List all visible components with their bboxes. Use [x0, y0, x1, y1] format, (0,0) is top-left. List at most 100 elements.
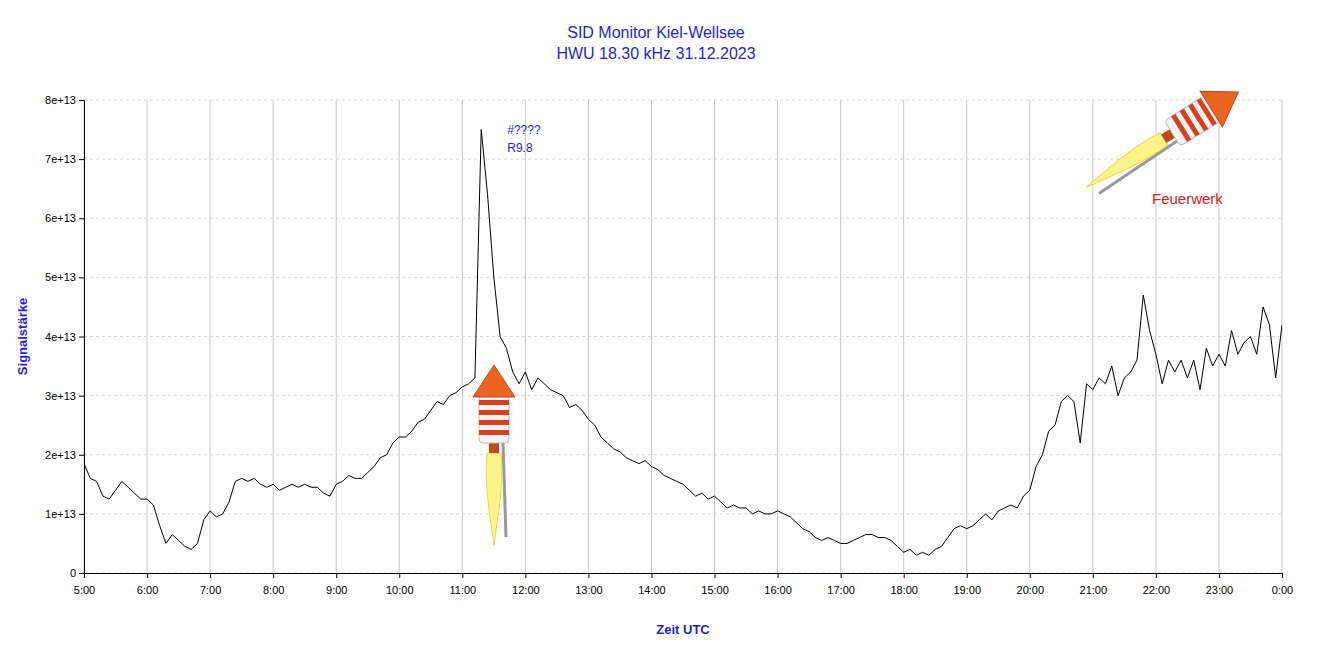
x-tick-mark	[525, 573, 526, 578]
y-tick: 0	[70, 567, 84, 579]
x-tick: 10:00	[386, 573, 414, 596]
x-tick-mark	[651, 573, 652, 578]
rocket-nose	[1200, 74, 1249, 127]
x-tick-label: 8:00	[263, 584, 284, 596]
x-grid-line	[525, 100, 526, 573]
y-tick: 6e+13	[45, 212, 84, 224]
x-tick: 18:00	[890, 573, 918, 596]
flare-id-annotation: #????	[507, 123, 541, 137]
x-tick: 12:00	[512, 573, 540, 596]
y-grid-line	[84, 336, 1282, 337]
chart-container: 5:006:007:008:009:0010:0011:0012:0013:00…	[0, 0, 1342, 655]
x-tick-mark	[273, 573, 274, 578]
x-tick-label: 17:00	[827, 584, 855, 596]
x-tick-label: 23:00	[1206, 584, 1234, 596]
x-tick: 21:00	[1080, 573, 1108, 596]
y-grid-line	[84, 159, 1282, 160]
rocket-stick	[503, 443, 506, 537]
x-tick-mark	[841, 573, 842, 578]
rocket-nose	[473, 365, 515, 397]
y-tick: 4e+13	[45, 331, 84, 343]
plot-area	[84, 130, 1282, 556]
x-tick: 9:00	[326, 573, 347, 596]
x-tick-label: 18:00	[890, 584, 918, 596]
x-tick-mark	[1030, 573, 1031, 578]
flare-class-annotation: R9.8	[507, 141, 533, 155]
rocket-stripe	[479, 430, 509, 435]
x-tick: 6:00	[137, 573, 158, 596]
x-tick: 19:00	[953, 573, 981, 596]
x-tick-label: 14:00	[638, 584, 666, 596]
y-grid-line	[84, 513, 1282, 514]
x-tick-mark	[462, 573, 463, 578]
x-tick-mark	[778, 573, 779, 578]
rocket-body	[479, 395, 509, 443]
x-tick-mark	[336, 573, 337, 578]
x-axis-title: Zeit UTC	[656, 622, 710, 637]
x-tick-mark	[399, 573, 400, 578]
y-tick-label: 0	[70, 567, 76, 579]
y-axis-title: Signalstärke	[15, 298, 30, 375]
x-tick-mark	[904, 573, 905, 578]
x-tick-mark	[147, 573, 148, 578]
x-tick-label: 13:00	[575, 584, 603, 596]
y-tick-mark	[79, 514, 84, 515]
y-grid-line	[84, 395, 1282, 396]
y-tick-mark	[79, 277, 84, 278]
x-tick: 23:00	[1206, 573, 1234, 596]
x-tick: 22:00	[1143, 573, 1171, 596]
y-tick-label: 8e+13	[45, 94, 76, 106]
chart-svg: 5:006:007:008:009:0010:0011:0012:0013:00…	[0, 0, 1342, 655]
x-tick-mark	[1282, 573, 1283, 578]
x-tick-label: 19:00	[953, 584, 981, 596]
x-tick: 7:00	[200, 573, 221, 596]
y-tick-label: 1e+13	[45, 508, 76, 520]
title: SID Monitor Kiel-Wellsee	[567, 24, 745, 41]
y-tick: 8e+13	[45, 94, 84, 106]
y-tick: 1e+13	[45, 508, 84, 520]
subtitle: HWU 18.30 kHz 31.12.2023	[556, 45, 755, 62]
rocket-stripe	[479, 400, 509, 405]
y-tick-label: 4e+13	[45, 331, 76, 343]
x-tick-mark	[967, 573, 968, 578]
x-axis: 5:006:007:008:009:0010:0011:0012:0013:00…	[74, 573, 1293, 596]
x-tick: 15:00	[701, 573, 729, 596]
y-tick: 7e+13	[45, 153, 84, 165]
x-tick-label: 9:00	[326, 584, 347, 596]
x-tick-label: 0:00	[1272, 584, 1293, 596]
y-tick-mark	[79, 100, 84, 101]
x-grid-line	[777, 100, 778, 573]
x-tick-mark	[1156, 573, 1157, 578]
x-tick-label: 15:00	[701, 584, 729, 596]
x-grid-line	[1029, 100, 1030, 573]
x-tick-label: 20:00	[1017, 584, 1045, 596]
rocket-fireworks	[1075, 74, 1250, 205]
x-tick-label: 21:00	[1080, 584, 1108, 596]
x-tick: 8:00	[263, 573, 284, 596]
x-tick-mark	[1093, 573, 1094, 578]
x-tick-label: 6:00	[137, 584, 158, 596]
rocket-stripe	[1171, 114, 1191, 142]
x-tick-label: 11:00	[449, 584, 476, 596]
rocket-flare	[473, 365, 515, 545]
rocket-nozzle	[489, 443, 499, 453]
x-tick-label: 16:00	[764, 584, 792, 596]
y-tick: 2e+13	[45, 449, 84, 461]
x-axis-line	[85, 574, 1283, 579]
y-tick-mark	[79, 455, 84, 456]
x-tick: 17:00	[827, 573, 855, 596]
y-tick-mark	[79, 218, 84, 219]
y-grid-line	[84, 454, 1282, 455]
x-tick-label: 12:00	[512, 584, 540, 596]
x-grid-line	[1155, 100, 1156, 573]
y-grid-line	[84, 100, 1282, 101]
y-tick-label: 2e+13	[45, 449, 76, 461]
grid	[84, 100, 1282, 573]
rocket-stripe	[479, 420, 509, 425]
x-tick-mark	[210, 573, 211, 578]
y-grid-line	[84, 218, 1282, 219]
x-tick: 11:00	[449, 573, 476, 596]
x-tick: 0:00	[1272, 573, 1293, 596]
y-tick-mark	[79, 573, 84, 574]
y-tick: 3e+13	[45, 390, 84, 402]
